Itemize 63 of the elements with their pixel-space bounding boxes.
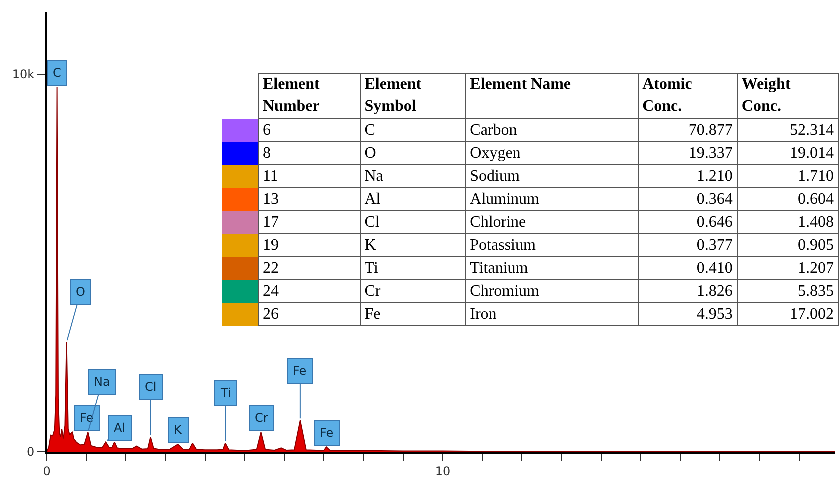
annotation: Ti bbox=[220, 386, 232, 400]
text: 17 bbox=[263, 214, 279, 230]
annotation: Cr bbox=[255, 411, 268, 425]
text: Carbon bbox=[470, 122, 518, 138]
category-label: Element Number bbox=[258, 74, 360, 118]
annotation: C bbox=[53, 66, 62, 80]
text: Chromium bbox=[470, 282, 540, 300]
text: Fe bbox=[364, 306, 381, 322]
text: K bbox=[364, 236, 376, 254]
annotation: Na bbox=[94, 375, 110, 389]
text: Na bbox=[364, 168, 384, 184]
text: 6 bbox=[263, 122, 271, 138]
text: Titanium bbox=[470, 260, 528, 276]
text: 0.377 bbox=[696, 236, 733, 254]
text: 19 bbox=[263, 236, 279, 254]
annotation: Cl bbox=[145, 380, 157, 394]
text: Oxygen bbox=[470, 144, 521, 162]
text: 8 bbox=[263, 144, 271, 162]
category-label: Element Name bbox=[466, 74, 638, 118]
text: Cr bbox=[364, 282, 381, 300]
text: 17.002 bbox=[790, 306, 834, 322]
text: 1.210 bbox=[696, 168, 733, 184]
y-tick-label: 10k bbox=[12, 68, 35, 82]
text: Potassium bbox=[470, 236, 536, 254]
text: Iron bbox=[470, 306, 497, 322]
text: 5.835 bbox=[798, 282, 834, 300]
text: 1.826 bbox=[696, 282, 733, 300]
text: 52.314 bbox=[790, 122, 834, 138]
text: 13 bbox=[263, 190, 279, 208]
text: Chlorine bbox=[470, 214, 526, 230]
annotation: O bbox=[76, 285, 86, 299]
text: 1.710 bbox=[798, 168, 834, 184]
annotation: Fe bbox=[320, 426, 334, 440]
text: Cl bbox=[364, 214, 380, 230]
category-label: Atomic Conc. bbox=[638, 74, 738, 118]
text: 0.410 bbox=[696, 260, 733, 276]
category-label: Weight Conc. bbox=[737, 74, 838, 118]
text: 1.207 bbox=[798, 260, 834, 276]
category-label: Element Symbol bbox=[360, 74, 466, 118]
text: 24 bbox=[263, 282, 279, 300]
text: Ti bbox=[364, 260, 378, 276]
annotation: Fe bbox=[80, 411, 94, 425]
text: 11 bbox=[263, 168, 278, 184]
text: 0.364 bbox=[696, 190, 733, 208]
x-tick-label: 10 bbox=[435, 464, 451, 478]
text: 4.953 bbox=[696, 306, 733, 322]
text: Aluminum bbox=[470, 190, 540, 208]
text: 0.646 bbox=[696, 214, 733, 230]
text: 19.014 bbox=[790, 144, 834, 162]
text: 70.877 bbox=[688, 122, 733, 138]
text: 26 bbox=[263, 306, 279, 322]
annotation: Fe bbox=[293, 364, 307, 378]
text: O bbox=[364, 144, 376, 162]
text: 22 bbox=[263, 260, 279, 276]
text: 1.408 bbox=[798, 214, 834, 230]
text: 0.604 bbox=[798, 190, 834, 208]
text: Sodium bbox=[470, 168, 520, 184]
annotation: Al bbox=[114, 421, 126, 435]
text: 19.337 bbox=[688, 144, 733, 162]
text: Al bbox=[364, 190, 381, 208]
text: C bbox=[364, 122, 376, 138]
text: 0.905 bbox=[798, 236, 834, 254]
annotation: K bbox=[174, 423, 183, 437]
